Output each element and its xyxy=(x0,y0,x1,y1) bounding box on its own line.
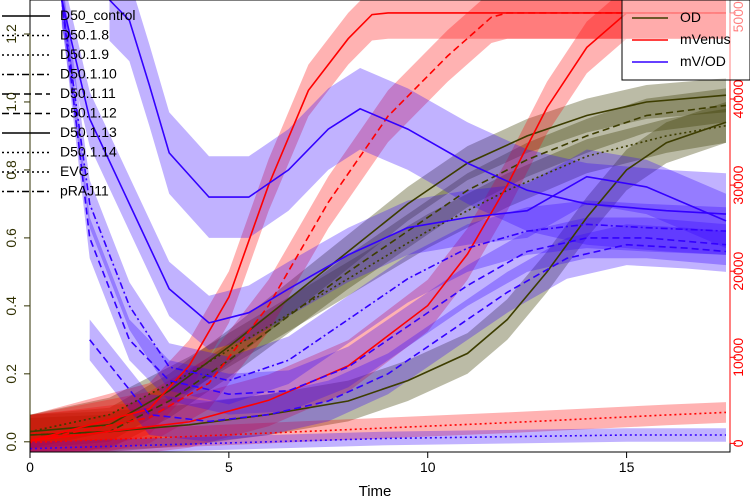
strain-legend-label-0: D50_control xyxy=(60,7,136,23)
band-mvenus-7 xyxy=(30,402,726,452)
band-mvenus-6 xyxy=(30,0,726,452)
strain-legend-label-9: pRAJ11 xyxy=(60,183,109,199)
series-lines xyxy=(30,0,727,450)
y-left-tick-label-0.0: 0.0 xyxy=(3,432,19,452)
band-od-0 xyxy=(30,78,726,449)
line-mv-od-13 xyxy=(30,434,726,450)
line-od-2 xyxy=(30,121,727,436)
band-od-1 xyxy=(30,88,726,452)
y-right-tick-label-20000: 20000 xyxy=(730,252,746,291)
axis-legend-label-0: OD xyxy=(680,9,701,25)
strain-legend-label-2: D50.1.9 xyxy=(60,46,109,62)
line-mv-od-12 xyxy=(61,0,727,382)
strain-legend-label-8: EVC xyxy=(60,163,89,179)
y-right-tick-label-10000: 10000 xyxy=(730,338,746,377)
line-mv-od-9 xyxy=(61,0,727,324)
strain-legend: D50_control D50.1.8 D50.1.9 D50.1.10 D50.1.1… xyxy=(2,7,136,199)
axis-legend-label-1: mVenus xyxy=(680,31,731,47)
band-mv-od-12 xyxy=(61,0,726,405)
y-left-tick-label-1.0: 1.0 xyxy=(3,92,19,112)
x-axis: 0 5 10 15 xyxy=(26,451,635,475)
line-mvenus-7 xyxy=(30,411,727,444)
band-mv-od-11 xyxy=(89,224,726,442)
line-mvenus-5 xyxy=(30,12,726,442)
strain-legend-label-7: D50.1.14 xyxy=(60,144,117,160)
y-left-tick-label-0.6: 0.6 xyxy=(3,228,19,248)
line-mvenus-6 xyxy=(30,12,726,442)
x-axis-label: Time xyxy=(359,483,392,500)
x-tick-label-10: 10 xyxy=(420,459,436,475)
y-left-tick-label-0.4: 0.4 xyxy=(3,296,19,316)
y-right-tick-label-0: 0 xyxy=(730,439,746,447)
strain-legend-label-1: D50.1.8 xyxy=(60,27,109,43)
y-right-tick-label-40000: 40000 xyxy=(730,79,746,118)
strain-legend-label-5: D50.1.12 xyxy=(60,105,117,121)
band-mvenus-5 xyxy=(30,0,726,452)
y-left-tick-label-1.2: 1.2 xyxy=(3,24,19,44)
axis-legend: OD mVenus mV/OD xyxy=(621,0,750,81)
y-left-tick-label-0.8: 0.8 xyxy=(3,160,19,180)
line-od-0 xyxy=(30,94,727,433)
strain-legend-label-4: D50.1.11 xyxy=(60,85,116,101)
band-od-3 xyxy=(30,108,726,449)
line-od-3 xyxy=(30,124,727,433)
band-mv-od-9 xyxy=(61,0,726,350)
band-mv-od-8 xyxy=(109,0,726,255)
line-mvenus-4 xyxy=(30,12,726,442)
y-axis-left: 0.0 0.2 0.4 0.6 0.8 1.0 1.2 xyxy=(3,24,31,452)
line-mv-od-8 xyxy=(108,0,727,215)
x-tick-label-0: 0 xyxy=(26,459,34,475)
line-od-1 xyxy=(30,104,727,436)
y-right-tick-label-30000: 30000 xyxy=(730,165,746,204)
strain-legend-label-6: D50.1.13 xyxy=(60,124,117,140)
band-mv-od-13 xyxy=(30,428,726,452)
line-mv-od-11 xyxy=(89,243,727,423)
strain-legend-label-3: D50.1.10 xyxy=(60,66,117,82)
y-left-tick-label-0.2: 0.2 xyxy=(3,364,19,384)
x-tick-label-15: 15 xyxy=(619,459,635,475)
x-tick-label-5: 5 xyxy=(225,459,233,475)
axis-legend-label-2: mV/OD xyxy=(680,53,726,69)
